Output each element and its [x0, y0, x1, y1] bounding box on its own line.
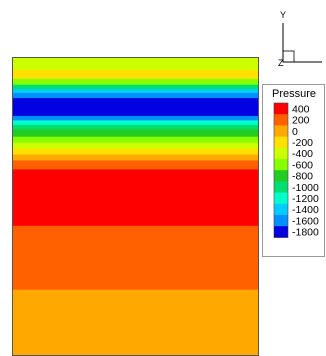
contour-band-7	[13, 115, 258, 121]
legend-swatch-2	[274, 125, 288, 137]
legend-frame	[262, 84, 325, 257]
contour-band-4	[13, 89, 258, 94]
contour-field	[13, 58, 258, 356]
contour-band-13	[13, 148, 258, 156]
axis-triad: Y Z	[278, 10, 322, 68]
contour-band-5	[13, 93, 258, 99]
contour-band-17	[13, 225, 258, 291]
contour-band-14	[13, 154, 258, 162]
contour-band-16	[13, 169, 258, 227]
contour-band-8	[13, 120, 258, 126]
legend-label-5: -600	[292, 159, 313, 171]
contour-band-6	[13, 98, 258, 117]
contour-band-18	[13, 289, 258, 356]
legend-swatch-0	[274, 103, 288, 115]
legend-title: Pressure	[272, 88, 316, 100]
contour-band-12	[13, 142, 258, 150]
legend: Pressure 4002000-200-400-600-800-1000-12…	[262, 84, 325, 257]
legend-swatch-5	[274, 159, 288, 171]
contour-band-0	[13, 58, 258, 71]
triad-box	[282, 50, 295, 63]
legend-label-8: -1200	[292, 193, 319, 205]
legend-swatch-1	[274, 114, 288, 126]
contour-band-10	[13, 129, 258, 138]
legend-swatch-11	[274, 226, 288, 238]
legend-label-1: 200	[292, 115, 310, 127]
legend-swatch-9	[274, 203, 288, 216]
legend-label-6: -800	[292, 171, 313, 183]
contour-band-3	[13, 84, 258, 90]
legend-swatch-10	[274, 215, 288, 227]
contour-band-15	[13, 160, 258, 170]
legend-swatch-8	[274, 192, 288, 205]
contour-band-2	[13, 78, 258, 86]
legend-label-10: -1600	[292, 215, 319, 227]
legend-label-11: -1800	[292, 227, 319, 239]
contour-band-9	[13, 124, 258, 130]
z-axis-label: Z	[278, 58, 284, 68]
contour-band-11	[13, 136, 258, 144]
legend-label-7: -1000	[292, 182, 319, 194]
legend-swatch-7	[274, 181, 288, 193]
legend-swatch-4	[274, 147, 288, 160]
legend-label-3: -200	[292, 137, 313, 149]
legend-label-2: 0	[292, 126, 298, 138]
contour-band-1	[13, 69, 258, 80]
legend-swatch-6	[274, 170, 288, 182]
legend-label-9: -1400	[292, 204, 319, 216]
legend-colorbar-outline	[273, 102, 289, 238]
y-axis-label: Y	[280, 10, 286, 20]
legend-label-4: -400	[292, 148, 313, 160]
legend-swatch-3	[274, 136, 288, 149]
legend-label-0: 400	[292, 103, 310, 115]
